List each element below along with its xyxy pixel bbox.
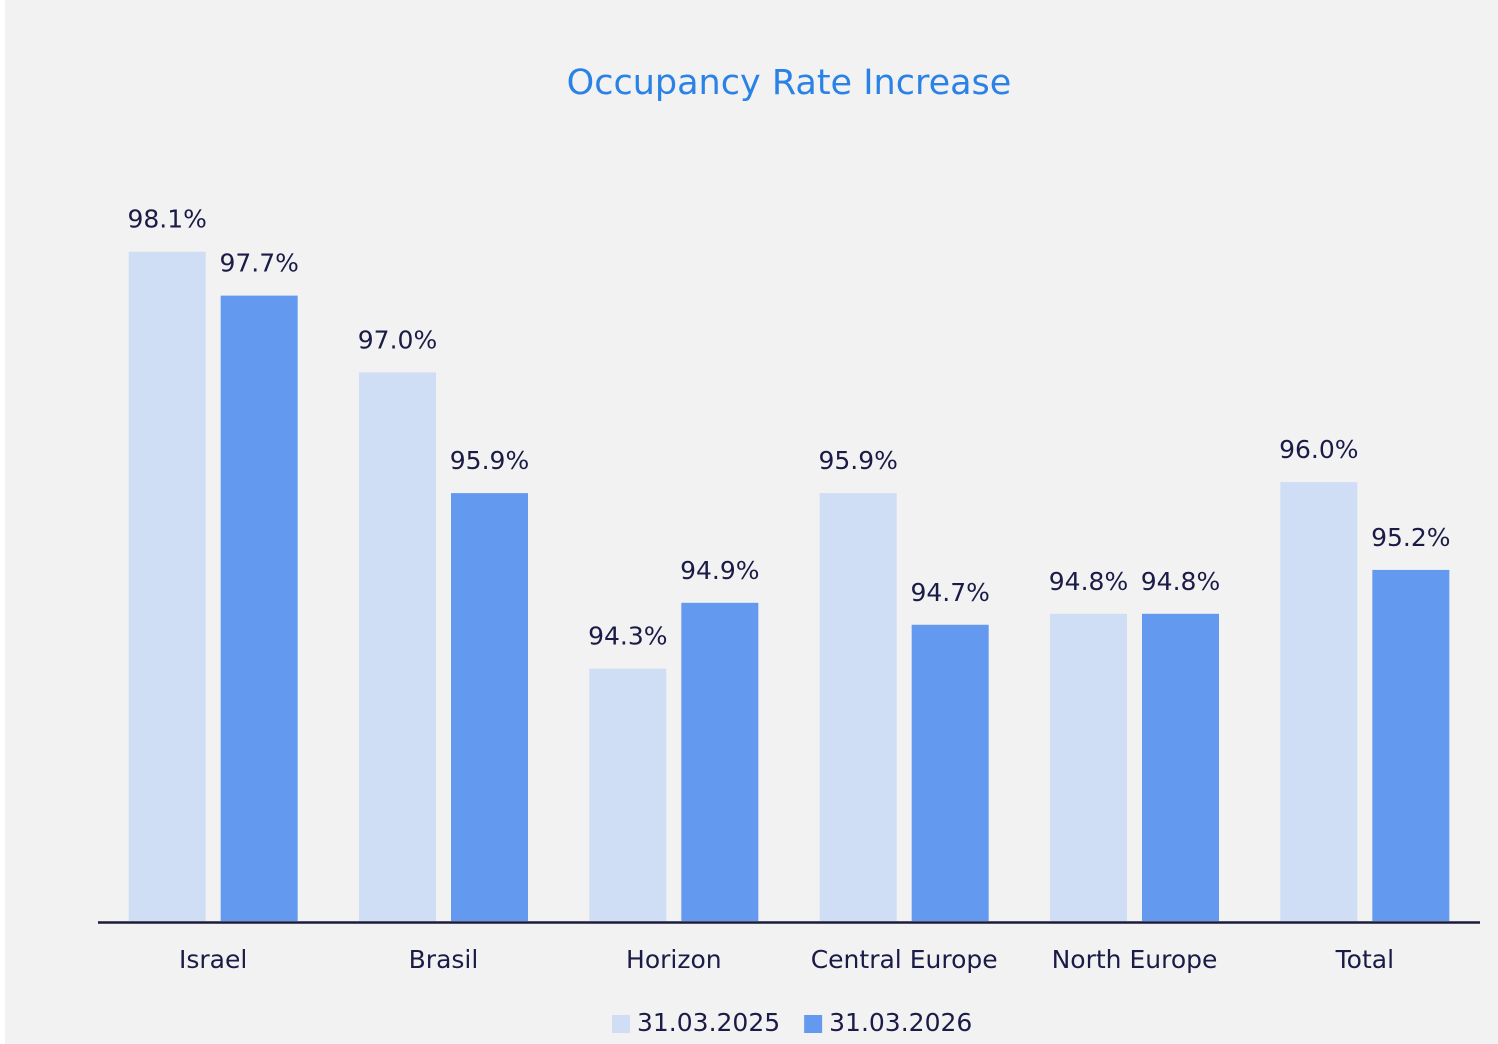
value-label: 95.9%	[818, 446, 897, 475]
bar	[819, 493, 897, 921]
bar	[1142, 613, 1219, 921]
value-label: 94.3%	[588, 622, 667, 651]
x-tick-label: Israel	[179, 945, 247, 974]
value-label: 94.7%	[910, 578, 989, 607]
x-tick-label: Brasil	[409, 945, 479, 974]
x-tick-label: Horizon	[626, 945, 722, 974]
value-label: 95.9%	[450, 446, 529, 475]
legend-label: 31.03.2025	[637, 1008, 780, 1037]
bar	[359, 372, 436, 921]
bar	[220, 295, 298, 922]
legend-label: 31.03.2026	[829, 1008, 972, 1037]
bar	[128, 251, 206, 921]
chart-title: Occupancy Rate Increase	[567, 63, 1012, 103]
value-label: 98.1%	[127, 205, 206, 234]
bar	[681, 602, 759, 921]
bar	[911, 624, 989, 921]
value-label: 95.2%	[1371, 523, 1450, 552]
bar	[1280, 482, 1358, 921]
value-label: 96.0%	[1279, 435, 1358, 464]
bar	[589, 668, 667, 921]
bar	[1372, 569, 1450, 921]
bar	[451, 493, 528, 921]
x-tick-label: Total	[1335, 945, 1394, 974]
value-label: 94.8%	[1049, 567, 1128, 596]
value-label: 97.0%	[358, 325, 437, 354]
bar	[1050, 613, 1127, 921]
value-label: 94.9%	[680, 556, 759, 585]
value-label: 97.7%	[219, 249, 298, 278]
x-tick-label: Central Europe	[811, 945, 998, 974]
legend-swatch	[612, 1015, 630, 1033]
legend-swatch	[804, 1015, 823, 1033]
value-label: 94.8%	[1141, 567, 1220, 596]
x-tick-label: North Europe	[1052, 945, 1218, 974]
